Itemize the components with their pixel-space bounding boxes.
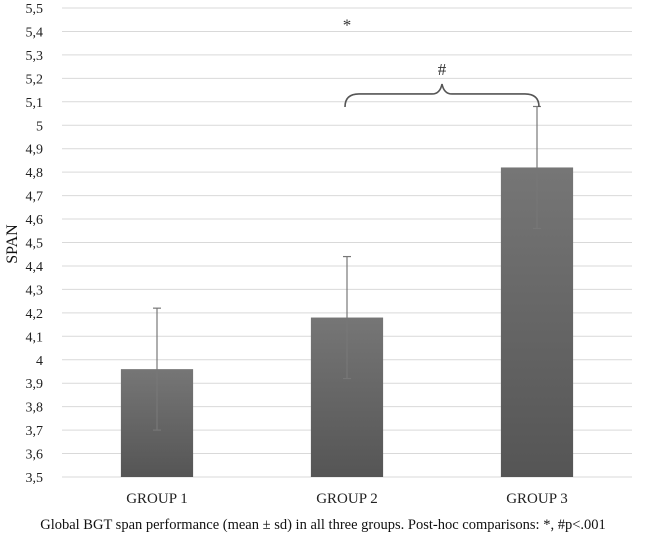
y-tick-label: 4,3 (26, 283, 44, 298)
figure-caption: Global BGT span performance (mean ± sd) … (40, 517, 606, 533)
y-tick-label: 4,8 (26, 166, 44, 181)
y-tick-label: 5,5 (26, 2, 44, 17)
y-tick-label: 3,7 (26, 424, 44, 439)
y-tick-label: 4 (36, 354, 43, 369)
y-tick-label: 3,8 (26, 401, 44, 416)
error-bar (343, 255, 351, 380)
y-tick-label: 4,5 (26, 237, 44, 252)
annotations: *# (343, 15, 540, 108)
y-tick-label: 3,9 (26, 377, 44, 392)
y-tick-label: 5,2 (26, 72, 44, 87)
y-tick-label: 4,1 (26, 330, 44, 345)
y-tick-label: 3,5 (26, 471, 44, 486)
y-tick-label: 4,4 (26, 260, 44, 275)
bars (120, 167, 574, 477)
error-bar (153, 307, 161, 431)
x-tick-label: GROUP 2 (316, 491, 378, 507)
y-tick-labels: 3,5 3,6 3,7 3,8 3,9 4 4,1 4,2 4,3 4,4 4,5 4,6 4,7 4,8… (26, 2, 44, 486)
x-tick-label: GROUP 3 (506, 491, 568, 507)
x-tick-label: GROUP 1 (126, 491, 188, 507)
y-tick-label: 4,2 (26, 307, 44, 322)
y-axis-label: SPAN (4, 224, 21, 264)
significance-marker: # (438, 60, 447, 79)
y-tick-label: 5,1 (26, 96, 44, 111)
y-tick-label: 3,6 (26, 448, 44, 463)
y-tick-label: 4,6 (26, 213, 44, 228)
y-tick-label: 5,3 (26, 49, 44, 64)
y-tick-label: 5 (36, 119, 43, 134)
y-tick-label: 5,4 (26, 25, 44, 40)
significance-marker: * (343, 15, 352, 34)
x-tick-labels: GROUP 1 GROUP 2 GROUP 3 (126, 491, 568, 507)
comparison-brace (344, 83, 540, 108)
y-tick-label: 4,7 (26, 190, 44, 205)
y-tick-label: 4,9 (26, 143, 44, 158)
